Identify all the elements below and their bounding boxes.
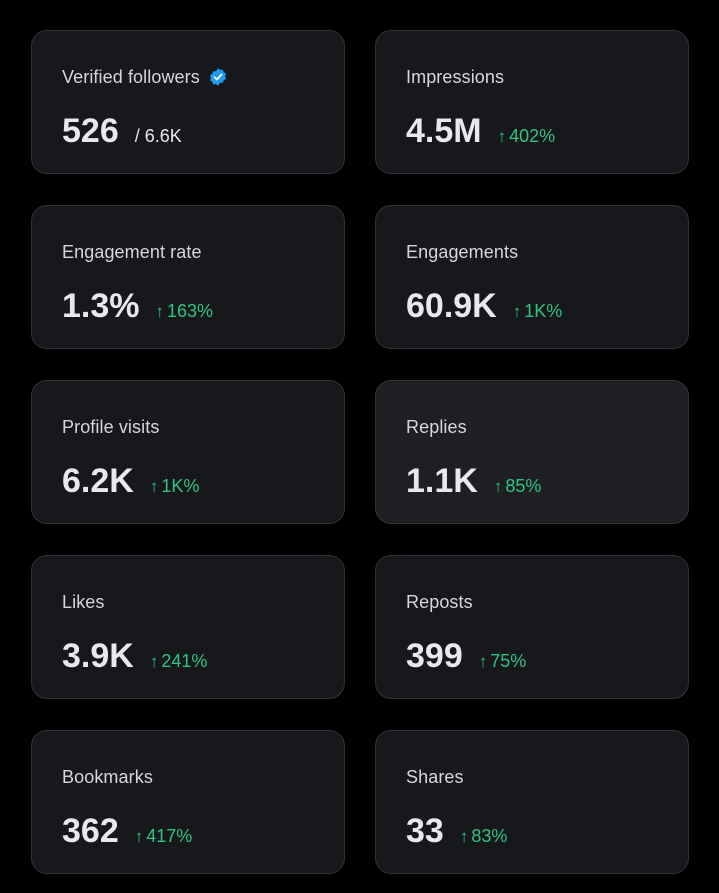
metric-change: ↑ 1K% — [513, 301, 563, 322]
arrow-up-icon: ↑ — [497, 127, 507, 146]
metric-value: 33 — [406, 812, 444, 850]
metric-value-row: 1.1K ↑ 85% — [406, 461, 541, 501]
metric-label-row: Impressions — [406, 66, 504, 88]
metric-card-reposts[interactable]: Reposts 399 ↑ 75% — [375, 555, 689, 699]
metric-change-value: 402% — [509, 126, 556, 146]
metric-label-row: Engagements — [406, 241, 518, 263]
metric-change-value: 83% — [471, 826, 508, 846]
metric-label: Engagement rate — [62, 241, 202, 262]
metric-label: Profile visits — [62, 416, 160, 437]
metric-value-row: 60.9K ↑ 1K% — [406, 286, 562, 326]
metric-value: 60.9K — [406, 287, 497, 325]
metric-value-row: 3.9K ↑ 241% — [62, 636, 207, 676]
arrow-up-icon: ↑ — [149, 652, 159, 671]
metric-change-value: 1K% — [524, 301, 563, 321]
metric-label-row: Verified followers — [62, 66, 228, 88]
arrow-up-icon: ↑ — [493, 477, 503, 496]
metric-card-likes[interactable]: Likes 3.9K ↑ 241% — [31, 555, 345, 699]
metric-change: ↑ 163% — [156, 301, 214, 322]
metric-change-value: 1K% — [161, 476, 200, 496]
metric-value: 399 — [406, 637, 463, 675]
metric-change: ↑ 241% — [150, 651, 208, 672]
metric-label-row: Replies — [406, 416, 467, 438]
metric-change-value: 241% — [161, 651, 208, 671]
metric-value: 362 — [62, 812, 119, 850]
metric-change-value: 163% — [167, 301, 214, 321]
metric-label-row: Engagement rate — [62, 241, 202, 263]
metric-value-row: 6.2K ↑ 1K% — [62, 461, 199, 501]
arrow-up-icon: ↑ — [155, 302, 165, 321]
metric-card-engagements[interactable]: Engagements 60.9K ↑ 1K% — [375, 205, 689, 349]
metric-label: Engagements — [406, 241, 519, 262]
arrow-up-icon: ↑ — [149, 477, 159, 496]
metric-card-engagement-rate[interactable]: Engagement rate 1.3% ↑ 163% — [31, 205, 345, 349]
metric-label-row: Profile visits — [62, 416, 159, 438]
metric-value: 3.9K — [62, 637, 134, 675]
metric-value: 6.2K — [62, 462, 134, 500]
metric-label: Impressions — [406, 66, 505, 87]
arrow-up-icon: ↑ — [459, 827, 469, 846]
metric-label: Shares — [406, 766, 464, 787]
metric-card-verified-followers[interactable]: Verified followers 526 / 6.6K — [31, 30, 345, 174]
metric-card-replies[interactable]: Replies 1.1K ↑ 85% — [375, 380, 689, 524]
metric-change: ↑ 75% — [479, 651, 527, 672]
arrow-up-icon: ↑ — [134, 827, 144, 846]
metric-total: / 6.6K — [134, 126, 182, 146]
metric-card-profile-visits[interactable]: Profile visits 6.2K ↑ 1K% — [31, 380, 345, 524]
metric-change: ↑ 85% — [494, 476, 542, 497]
metric-change: ↑ 1K% — [150, 476, 200, 497]
metric-label: Reposts — [406, 591, 473, 612]
metric-label: Bookmarks — [62, 766, 153, 787]
metric-label: Verified followers — [62, 66, 200, 87]
metric-card-bookmarks[interactable]: Bookmarks 362 ↑ 417% — [31, 730, 345, 874]
metric-change-value: 417% — [146, 826, 193, 846]
metric-change: ↑ 417% — [135, 826, 193, 847]
metrics-grid: Verified followers 526 / 6.6K Impression… — [31, 30, 689, 874]
metric-value-row: 526 / 6.6K — [62, 111, 182, 151]
metric-value: 526 — [62, 112, 119, 150]
metric-card-impressions[interactable]: Impressions 4.5M ↑ 402% — [375, 30, 689, 174]
metric-label-row: Reposts — [406, 591, 473, 613]
metric-value-row: 33 ↑ 83% — [406, 811, 507, 851]
metric-card-shares[interactable]: Shares 33 ↑ 83% — [375, 730, 689, 874]
metric-change-value: 75% — [490, 651, 527, 671]
metric-change: ↑ 83% — [460, 826, 508, 847]
metric-label-row: Likes — [62, 591, 105, 613]
metric-label: Replies — [406, 416, 467, 437]
arrow-up-icon: ↑ — [478, 652, 488, 671]
metric-change-value: 85% — [505, 476, 542, 496]
verified-badge-icon — [208, 67, 228, 87]
metric-value: 1.3% — [62, 287, 140, 325]
metric-value: 4.5M — [406, 112, 482, 150]
metric-value-row: 1.3% ↑ 163% — [62, 286, 213, 326]
metric-label-row: Bookmarks — [62, 766, 153, 788]
metric-value-row: 362 ↑ 417% — [62, 811, 192, 851]
metric-value-row: 4.5M ↑ 402% — [406, 111, 555, 151]
metric-value: 1.1K — [406, 462, 478, 500]
metric-label-row: Shares — [406, 766, 464, 788]
metric-label: Likes — [62, 591, 105, 612]
metric-value-row: 399 ↑ 75% — [406, 636, 526, 676]
arrow-up-icon: ↑ — [512, 302, 522, 321]
metric-change: ↑ 402% — [498, 126, 556, 147]
